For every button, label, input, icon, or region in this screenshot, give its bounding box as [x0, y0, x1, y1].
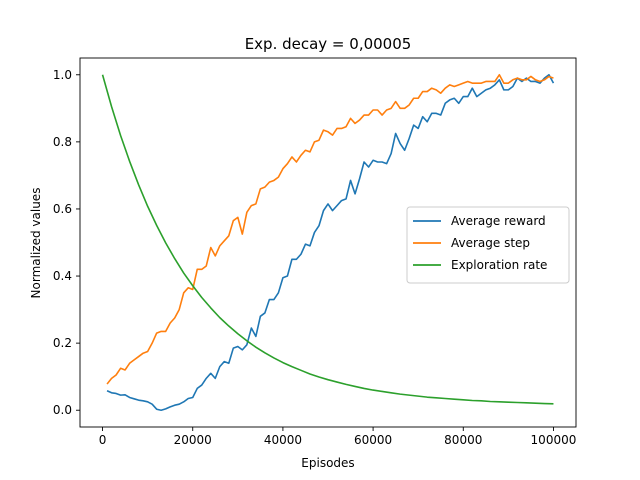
- x-tick-label: 40000: [264, 433, 302, 447]
- y-tick-label: 0.2: [53, 336, 72, 350]
- x-tick-label: 0: [99, 433, 107, 447]
- x-axis: 0 20000 40000 60000 80000 100000: [99, 427, 577, 447]
- series-line-1: [106, 73, 555, 412]
- y-tick-label: 0.4: [53, 269, 72, 283]
- x-axis-label: Episodes: [301, 456, 354, 470]
- x-tick-label: 80000: [444, 433, 482, 447]
- y-axis-label: Normalized values: [29, 188, 43, 299]
- y-tick-label: 0.0: [53, 403, 72, 417]
- y-axis: 0.0 0.2 0.4 0.6 0.8 1.0: [53, 68, 80, 417]
- legend-box: [406, 206, 570, 284]
- x-tick-label: 60000: [354, 433, 392, 447]
- axes-frame: [79, 57, 577, 428]
- chart-title: Exp. decay = 0,00005: [245, 35, 412, 53]
- legend-label-2: Average step: [451, 236, 530, 250]
- series-line-2: [106, 73, 554, 385]
- x-tick-label: 100000: [531, 433, 577, 447]
- x-tick-label: 20000: [174, 433, 212, 447]
- y-tick-label: 0.6: [53, 202, 72, 216]
- legend-label-1: Average reward: [451, 214, 546, 228]
- legend-label-3: Exploration rate: [451, 258, 547, 272]
- series-line-3: [101, 74, 554, 405]
- y-tick-label: 1.0: [53, 68, 72, 82]
- y-tick-label: 0.8: [53, 135, 72, 149]
- legend: Average reward Average step Exploration ra…: [406, 206, 570, 284]
- plot-area: [79, 57, 577, 428]
